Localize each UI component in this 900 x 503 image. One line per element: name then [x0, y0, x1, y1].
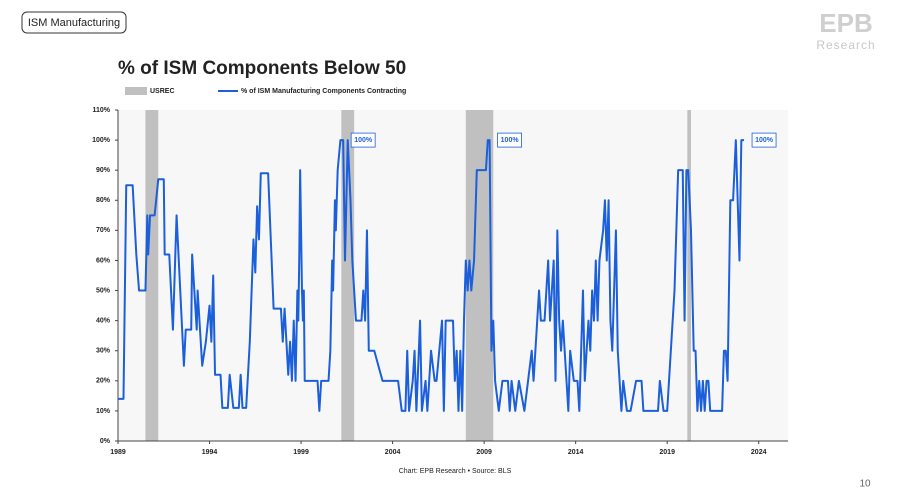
x-tick-label: 2009	[476, 449, 492, 456]
source: Chart: EPB Research • Source: BLS	[399, 468, 512, 475]
y-tick-label: 70%	[96, 227, 111, 234]
logo-sub: Research	[816, 38, 875, 52]
y-tick-label: 40%	[96, 317, 111, 324]
logo: EPB	[819, 8, 872, 38]
recession-band	[145, 110, 159, 441]
y-tick-label: 80%	[96, 197, 111, 204]
y-tick-label: 20%	[96, 378, 111, 385]
legend-label: USREC	[150, 88, 175, 95]
annotation: 100%	[501, 137, 520, 144]
plot: 0% 10% 20% 30% 40% 50% 60% 70% 80% 90% 100% 110% 198…	[92, 87, 788, 456]
y-tick-label: 0%	[100, 438, 111, 445]
y-tick-label: 100%	[92, 137, 111, 144]
recession-band	[687, 110, 691, 441]
annotation-box	[497, 132, 523, 148]
chart-title: % of ISM Components Below 50	[118, 58, 406, 79]
x-tick-label: 1994	[202, 449, 218, 456]
annotation-box	[751, 132, 777, 148]
series-line	[118, 139, 745, 412]
x-tick-label: 2019	[659, 449, 675, 456]
y-tick-label: 110%	[92, 107, 110, 114]
tag-box	[21, 11, 127, 34]
page-number: 10	[859, 479, 871, 490]
y-tick-label: 50%	[96, 287, 111, 294]
y-tick-label: 30%	[96, 348, 111, 355]
x-tick-label: 2014	[568, 449, 584, 456]
x-tick-label: 1989	[110, 449, 126, 456]
legend-swatch	[125, 87, 147, 95]
y-tick-label: 60%	[96, 257, 111, 264]
annotation: 100%	[354, 137, 373, 144]
x-tick-label: 2004	[385, 449, 401, 456]
legend-label: % of ISM Manufacturing Components Contra…	[241, 88, 406, 95]
x-tick-label: 2024	[751, 449, 767, 456]
x-tick-label: 1999	[293, 449, 309, 456]
tag: ISM Manufacturing	[28, 17, 120, 29]
y-tick-label: 90%	[96, 167, 111, 174]
annotation: 100%	[755, 137, 774, 144]
annotation-box	[350, 132, 376, 148]
y-tick-label: 10%	[96, 408, 111, 415]
